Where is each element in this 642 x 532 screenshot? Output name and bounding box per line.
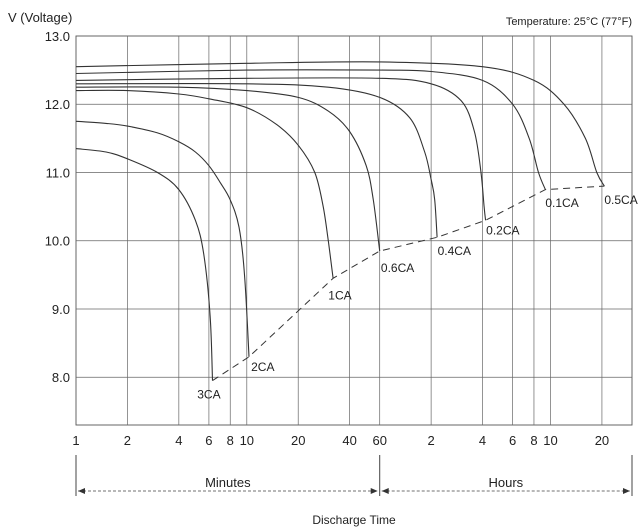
arrowhead-left-icon <box>381 488 389 494</box>
y-tick-label: 10.0 <box>45 234 70 249</box>
x-tick-label: 2 <box>124 433 131 448</box>
arrowhead-left-icon <box>78 488 85 494</box>
plot-frame <box>75 35 633 426</box>
arrowhead-right-icon <box>370 488 378 494</box>
y-tick-label: 11.0 <box>46 165 70 180</box>
curve-labels: 3CA 2CA 1CA 0.6CA 0.4CA 0.2CA 0.1CA 0.5CA <box>197 193 637 401</box>
x-tick-label: 10 <box>543 433 557 448</box>
curve-label: 0.6CA <box>381 261 414 275</box>
section-label: Minutes <box>205 475 251 490</box>
curve-label: 0.2CA <box>486 224 519 238</box>
x-tick-label: 8 <box>530 433 537 448</box>
y-axis-label: V (Voltage) <box>8 10 72 25</box>
x-tick-label: 4 <box>175 433 182 448</box>
x-tick-label: 20 <box>595 433 609 448</box>
y-tick-label: 8.0 <box>52 370 70 385</box>
x-tick-label: 40 <box>342 433 356 448</box>
discharge-curve <box>75 61 605 187</box>
curve-label: 0.5CA <box>604 193 637 207</box>
section-label: Hours <box>489 475 524 490</box>
x-tick-label: 10 <box>240 433 254 448</box>
curve-label: 1CA <box>328 288 351 302</box>
discharge-curves <box>75 61 605 381</box>
x-tick-label: 6 <box>205 433 212 448</box>
discharge-curve <box>75 148 214 381</box>
x-tick-label: 1 <box>72 433 79 448</box>
time-sections: Minutes Hours <box>75 455 633 496</box>
x-tick-label: 8 <box>227 433 234 448</box>
curve-label: 0.1CA <box>545 196 578 210</box>
curve-label: 2CA <box>251 360 274 374</box>
y-tick-label: 9.0 <box>52 302 70 317</box>
discharge-curve <box>75 89 334 279</box>
y-tick-label: 12.0 <box>45 97 70 112</box>
discharge-curve <box>75 69 546 190</box>
discharge-curve <box>75 120 250 357</box>
x-axis-label: Discharge Time <box>312 513 396 527</box>
y-ticks: 13.0 12.0 11.0 10.0 9.0 8.0 <box>45 29 70 385</box>
arrowhead-right-icon <box>623 488 630 494</box>
discharge-curve <box>75 86 381 252</box>
x-tick-label: 20 <box>291 433 305 448</box>
x-tick-label: 6 <box>509 433 516 448</box>
x-ticks: 1 2 4 6 8 10 20 40 60 2 4 6 8 10 20 <box>72 433 609 448</box>
x-tick-label: 2 <box>428 433 435 448</box>
temperature-note: Temperature: 25°C (77°F) <box>506 16 632 28</box>
discharge-curve <box>75 82 438 238</box>
grid <box>75 35 633 426</box>
curve-label: 3CA <box>197 387 220 401</box>
discharge-curve <box>75 77 487 221</box>
x-tick-label: 60 <box>372 433 386 448</box>
curve-label: 0.4CA <box>438 244 471 258</box>
final-voltage-line <box>212 185 605 382</box>
x-tick-label: 4 <box>479 433 486 448</box>
y-tick-label: 13.0 <box>45 29 70 44</box>
